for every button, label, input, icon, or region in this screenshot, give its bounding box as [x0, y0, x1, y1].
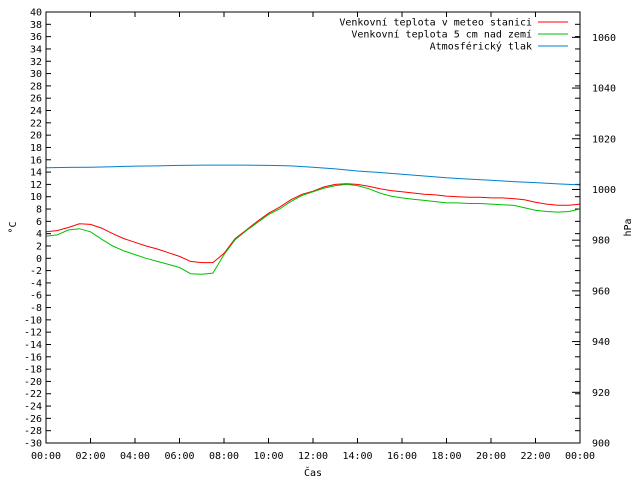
y2-tick-label: 980 [592, 236, 610, 247]
legend: Venkovní teplota v meteo staniciVenkovní… [339, 17, 568, 53]
y-tick-label: -2 [30, 266, 42, 277]
x-tick-label: 08:00 [209, 451, 239, 462]
x-tick-label: 22:00 [520, 451, 550, 462]
y2-axis-ticks: 900 920 940 960 980 1000 1020 1040 1060 [572, 33, 616, 450]
series-line-2 [45, 183, 581, 275]
y2-tick-label: 960 [592, 286, 610, 297]
x-axis-label: Čas [304, 466, 322, 479]
y-tick-label: 18 [30, 143, 42, 154]
legend-label: Venkovní teplota v meteo stanici [339, 17, 532, 29]
y-tick-label: -6 [30, 291, 42, 302]
y-tick-label: 22 [30, 118, 42, 129]
y-tick-label: -24 [24, 402, 42, 413]
legend-label: Venkovní teplota 5 cm nad zemí [351, 29, 532, 41]
y-tick-label: -4 [30, 278, 42, 289]
y-axis-ticks: -30-28-26-24-22-20-18-16-14-12-10-8-6-4-… [24, 8, 580, 450]
series-line-1 [45, 183, 581, 264]
x-tick-label: 18:00 [431, 451, 461, 462]
legend-label: Atmosférický tlak [430, 41, 532, 53]
y-tick-label: -20 [24, 377, 42, 388]
y2-tick-label: 900 [592, 439, 610, 450]
plot-frame [45, 11, 581, 444]
x-tick-label: 14:00 [342, 451, 372, 462]
y-tick-label: 32 [30, 57, 42, 68]
x-tick-label: 02:00 [75, 451, 105, 462]
y-tick-label: 20 [30, 131, 42, 142]
y-tick-label: 8 [36, 205, 42, 216]
y2-tick-label: 1020 [592, 134, 616, 145]
y2-axis-label: hPa [623, 218, 634, 236]
y-tick-label: 36 [30, 32, 42, 43]
x-tick-label: 06:00 [164, 451, 194, 462]
y-tick-label: 4 [36, 229, 42, 240]
y-tick-label: 14 [30, 168, 42, 179]
y-tick-label: 38 [30, 20, 42, 31]
x-tick-label: 12:00 [298, 451, 328, 462]
y-tick-label: -26 [24, 414, 42, 425]
series-lines [45, 164, 581, 275]
y-tick-label: 30 [30, 69, 42, 80]
y-tick-label: 34 [30, 44, 42, 55]
x-tick-label: 00:00 [31, 451, 61, 462]
x-tick-label: 16:00 [387, 451, 417, 462]
x-tick-label: 20:00 [476, 451, 506, 462]
y-tick-label: 16 [30, 155, 42, 166]
y-tick-label: -12 [24, 328, 42, 339]
y-tick-label: 0 [36, 254, 42, 265]
y-tick-label: 40 [30, 8, 42, 19]
y-tick-label: 28 [30, 81, 42, 92]
y-tick-label: 24 [30, 106, 42, 117]
y-tick-label: 10 [30, 192, 42, 203]
series-line-3 [45, 164, 581, 186]
y2-tick-label: 940 [592, 337, 610, 348]
x-tick-label: 04:00 [120, 451, 150, 462]
y-tick-label: 6 [36, 217, 42, 228]
y2-tick-label: 920 [592, 388, 610, 399]
x-tick-label: 00:00 [565, 451, 595, 462]
x-axis-ticks: 00:00 02:00 04:00 06:00 08:00 10:00 12:00 14:00… [31, 12, 595, 462]
y-tick-label: -8 [30, 303, 42, 314]
y-tick-label: -30 [24, 439, 42, 450]
y-axis-label: °C [8, 221, 19, 233]
y-tick-label: -22 [24, 389, 42, 400]
y-tick-label: -18 [24, 365, 42, 376]
y-tick-label: -14 [24, 340, 42, 351]
y-tick-label: 12 [30, 180, 42, 191]
y-tick-label: -10 [24, 315, 42, 326]
x-tick-label: 10:00 [253, 451, 283, 462]
y2-tick-label: 1000 [592, 185, 616, 196]
y-tick-label: 26 [30, 94, 42, 105]
y-tick-label: -28 [24, 426, 42, 437]
y2-tick-label: 1060 [592, 33, 616, 44]
y-tick-label: -16 [24, 352, 42, 363]
y-tick-label: 2 [36, 241, 42, 252]
y2-tick-label: 1040 [592, 84, 616, 95]
